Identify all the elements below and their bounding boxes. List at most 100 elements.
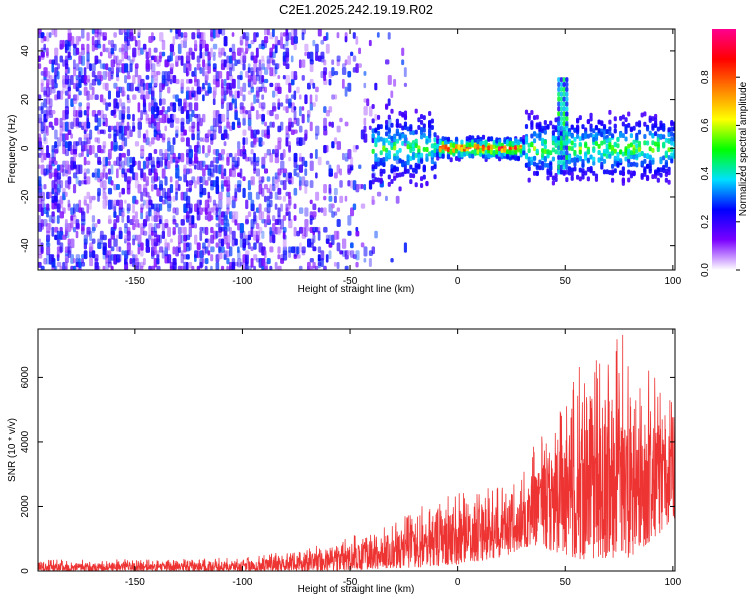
spectrogram-cell: [562, 111, 566, 117]
spectrogram-cell: [613, 148, 617, 154]
spectrogram-cell: [188, 261, 193, 269]
spectrogram-cell: [113, 32, 117, 38]
spectrogram-cell: [94, 172, 98, 181]
spectrogram-cell: [118, 254, 122, 262]
spectrogram-cell: [581, 158, 585, 164]
spectrogram-cell: [239, 74, 243, 81]
spectrogram-cell: [473, 138, 477, 144]
spectrogram-cell: [589, 167, 593, 173]
spectrogram-cell: [619, 158, 623, 164]
spectrogram-cell: [215, 261, 220, 270]
spectrogram-y-tick-label: -40: [20, 238, 31, 253]
spectrogram-cell: [231, 63, 235, 72]
spectrogram-cell: [417, 158, 421, 164]
spectrogram-cell: [64, 191, 68, 198]
spectrogram-cell: [511, 140, 515, 146]
spectrogram-cell: [576, 125, 580, 131]
spectrogram-cell: [355, 35, 359, 45]
spectrogram-cell: [532, 115, 537, 121]
spectrogram-cell: [239, 148, 243, 157]
spectrogram-cell: [242, 265, 246, 270]
spectrogram-cell: [323, 226, 328, 233]
spectrogram-cell: [312, 102, 316, 107]
spectrogram-cell: [363, 246, 368, 257]
spectrogram-cell: [121, 168, 125, 175]
spectrogram-cell: [315, 94, 318, 102]
spectrogram-cell: [290, 246, 296, 254]
spectrogram-cell: [140, 148, 145, 157]
spectrogram-cell: [323, 67, 328, 76]
spectrogram-cell: [118, 246, 122, 253]
spectrogram-cell: [406, 160, 410, 166]
spectrogram-cell: [538, 126, 542, 132]
spectrogram-cell: [191, 121, 196, 129]
spectrogram-cell: [70, 219, 74, 229]
spectrogram-cell: [107, 254, 112, 264]
spectrogram-y-tick-label: 0: [20, 145, 31, 151]
spectrogram-cell: [393, 155, 397, 161]
spectrogram-cell: [616, 137, 620, 143]
spectrogram-cell: [648, 146, 652, 152]
spectrogram-cell: [441, 144, 445, 150]
spectrogram-cell: [242, 82, 247, 93]
spectrogram-cell: [167, 71, 171, 82]
spectrogram-cell: [559, 135, 564, 141]
spectrogram-cell: [401, 140, 405, 146]
spectrogram-cell: [226, 207, 230, 215]
spectrogram-cell: [48, 106, 52, 116]
spectrogram-cell: [156, 55, 160, 65]
spectrogram-cell: [253, 265, 256, 270]
spectrogram-cell: [280, 102, 284, 107]
spectrogram-cell: [188, 242, 192, 251]
spectrogram-cell: [419, 183, 424, 189]
spectrogram-cell: [56, 63, 60, 70]
spectrogram-cell: [121, 102, 126, 110]
spectrogram-cell: [129, 250, 134, 257]
spectrogram-cell: [570, 140, 574, 146]
spectrogram-cell: [247, 125, 252, 131]
spectrogram-cell: [83, 156, 87, 166]
spectrogram-cell: [436, 143, 440, 149]
spectrogram-cell: [457, 144, 461, 150]
spectrogram-cell: [541, 138, 545, 144]
spectrogram-cell: [554, 135, 558, 141]
spectrogram-cell: [142, 133, 146, 139]
spectrogram-cell: [242, 32, 246, 40]
spectrogram-cell: [102, 129, 106, 135]
spectrogram-cell: [266, 148, 272, 156]
spectrogram-cell: [460, 146, 464, 152]
spectrogram-cell: [185, 86, 190, 92]
spectrogram-cell: [59, 39, 63, 50]
spectrogram-cell: [126, 71, 131, 76]
spectrogram-cell: [142, 172, 147, 182]
spectrogram-cell: [573, 127, 577, 133]
spectrogram-cell: [78, 261, 82, 269]
spectrogram-cell: [578, 115, 582, 121]
spectrogram-cell: [150, 86, 155, 97]
spectrogram-cell: [371, 164, 375, 170]
spectrogram-cell: [48, 59, 53, 65]
spectrogram-cell: [148, 82, 153, 89]
spectrogram-cell: [78, 78, 82, 88]
spectrogram-cell: [328, 250, 332, 260]
spectrogram-cell: [293, 254, 297, 259]
spectrogram-cell: [261, 74, 265, 83]
spectrogram-cell: [543, 129, 547, 135]
spectrogram-cell: [293, 215, 297, 221]
spectrogram-cell: [629, 126, 634, 132]
spectrogram-cell: [605, 138, 609, 144]
spectrogram-cell: [277, 98, 281, 108]
spectrogram-cell: [352, 32, 356, 39]
spectrogram-cell: [608, 130, 612, 136]
spectrogram-cell: [140, 211, 144, 220]
spectrogram-cell: [220, 246, 225, 253]
spectrogram-cell: [102, 32, 108, 41]
spectrogram-cell: [605, 147, 609, 153]
spectrogram-cell: [659, 172, 663, 178]
spectrogram-cell: [651, 140, 655, 146]
spectrogram-cell: [64, 226, 68, 237]
spectrogram-cell: [438, 147, 443, 153]
spectrogram-cell: [124, 199, 127, 204]
spectrogram-cell: [177, 226, 182, 235]
spectrogram-cell: [199, 86, 203, 93]
